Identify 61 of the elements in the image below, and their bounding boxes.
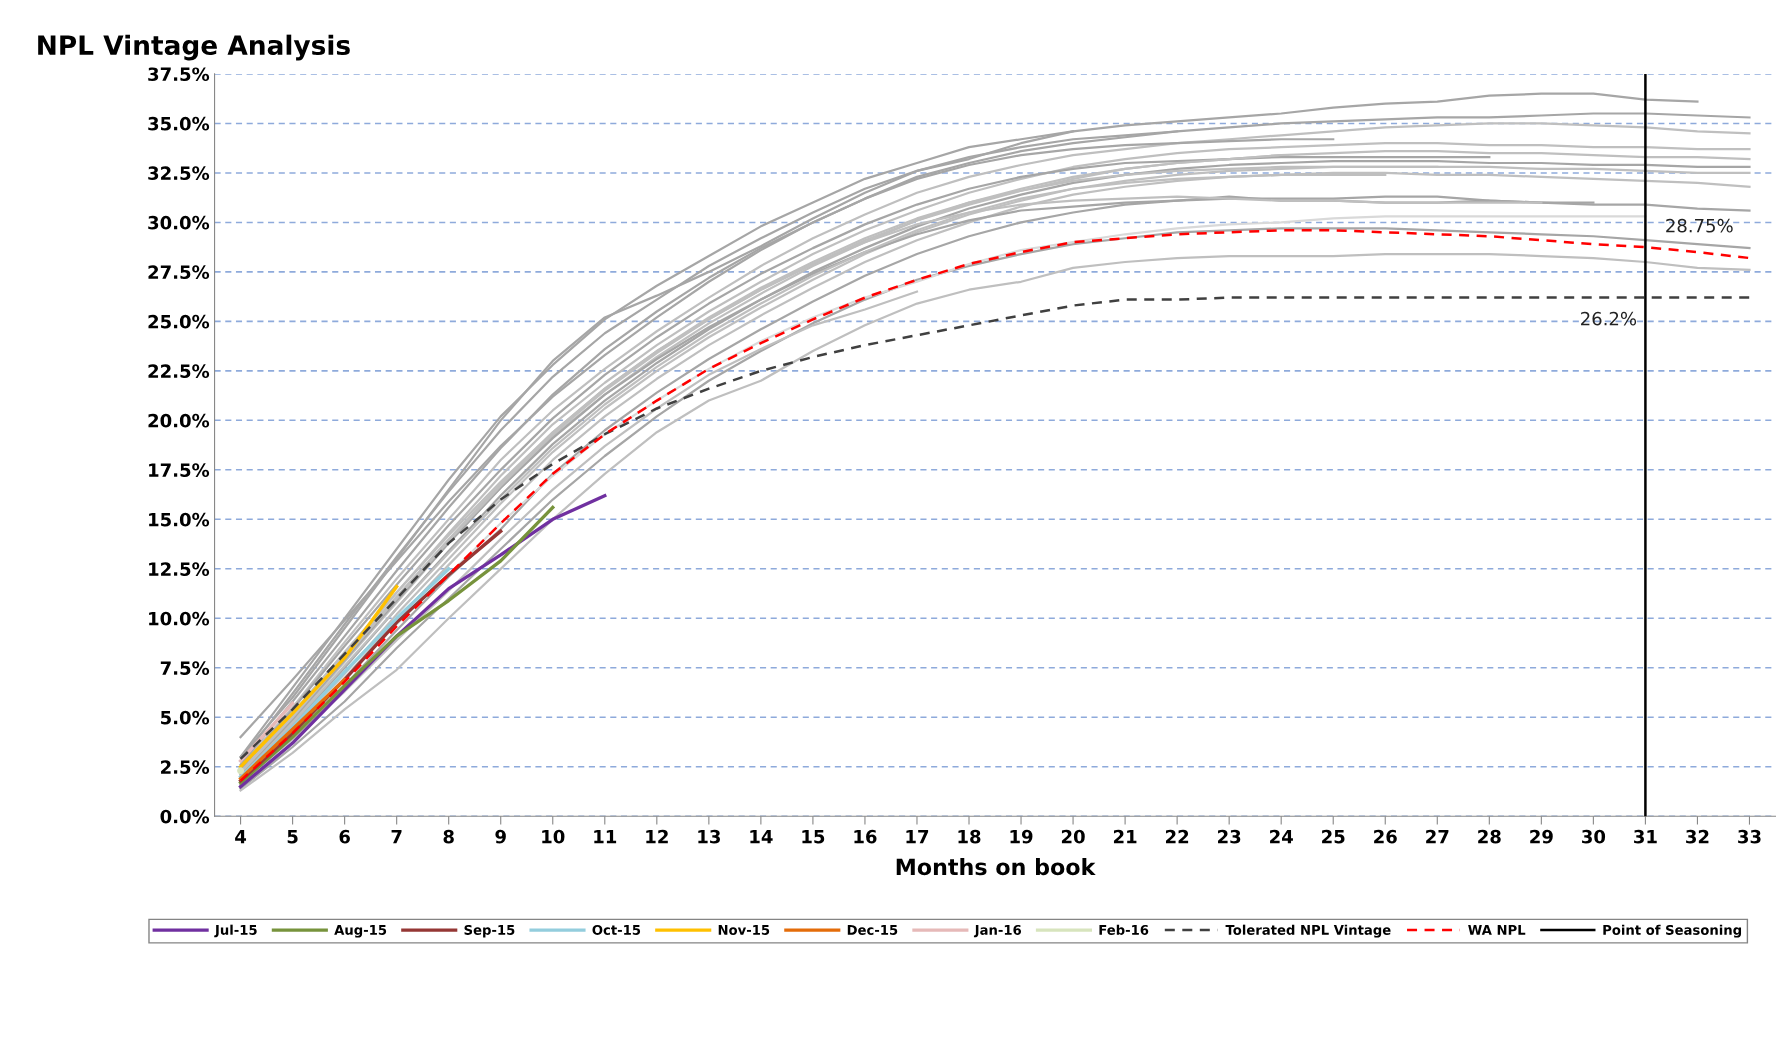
y-tick-label: 32.5% bbox=[148, 166, 210, 181]
y-tick-label: 25.0% bbox=[148, 314, 210, 329]
y-tick-label: 15.0% bbox=[149, 512, 210, 527]
legend-label: Jul-15 bbox=[214, 924, 257, 938]
x-axis-title: Months on book bbox=[896, 858, 1096, 876]
legend-label: Sep-15 bbox=[464, 924, 515, 938]
x-tick-label: 28 bbox=[1478, 829, 1501, 844]
y-tick-label: 2.5% bbox=[161, 760, 210, 774]
x-tick-label: 32 bbox=[1686, 829, 1709, 844]
y-tick-label: 12.5% bbox=[149, 562, 210, 576]
legend-label: Tolerated NPL Vintage bbox=[1225, 924, 1391, 938]
x-tick-label: 6 bbox=[339, 829, 350, 844]
x-tick-label: 10 bbox=[542, 829, 565, 844]
y-tick-label: 7.5% bbox=[160, 661, 210, 675]
x-tick-label: 8 bbox=[443, 829, 454, 844]
x-tick-label: 23 bbox=[1218, 829, 1241, 844]
x-tick-label: 7 bbox=[391, 830, 402, 844]
y-tick-label: 30.0% bbox=[148, 215, 210, 230]
x-tick-label: 33 bbox=[1738, 829, 1761, 844]
x-tick-label: 5 bbox=[287, 830, 298, 844]
x-tick-label: 17 bbox=[906, 830, 929, 844]
x-tick-label: 27 bbox=[1426, 829, 1449, 844]
x-tick-label: 22 bbox=[1165, 829, 1189, 844]
annotation: 28.75% bbox=[1666, 218, 1733, 233]
x-tick-label: 26 bbox=[1374, 829, 1397, 844]
legend-label: Aug-15 bbox=[334, 925, 387, 938]
legend-label: Point of Seasoning bbox=[1603, 924, 1742, 938]
x-tick-label: 14 bbox=[750, 830, 773, 844]
x-tick-label: 24 bbox=[1270, 829, 1293, 844]
y-tick-label: 17.5% bbox=[149, 463, 210, 477]
x-tick-label: 12 bbox=[646, 829, 668, 844]
legend-label: Dec-15 bbox=[847, 925, 898, 935]
x-tick-label: 30 bbox=[1582, 829, 1606, 844]
x-tick-label: 19 bbox=[1010, 829, 1033, 844]
legend-label: Oct-15 bbox=[592, 924, 641, 935]
y-tick-label: 35.0% bbox=[148, 116, 210, 131]
x-tick-label: 31 bbox=[1634, 829, 1657, 844]
y-tick-label: 5.0% bbox=[161, 710, 210, 725]
x-tick-label: 13 bbox=[698, 829, 720, 844]
y-tick-label: 20.0% bbox=[148, 413, 210, 428]
x-tick-label: 16 bbox=[854, 829, 877, 844]
x-tick-label: 20 bbox=[1061, 829, 1085, 844]
y-tick-label: 22.5% bbox=[148, 364, 210, 378]
x-tick-label: 9 bbox=[495, 829, 506, 844]
x-tick-label: 21 bbox=[1113, 829, 1137, 844]
x-tick-label: 29 bbox=[1530, 829, 1553, 844]
x-tick-label: 4 bbox=[235, 830, 247, 844]
x-tick-label: 18 bbox=[958, 829, 981, 844]
y-tick-label: 27.5% bbox=[148, 265, 210, 279]
chart-title: NPL Vintage Analysis bbox=[38, 34, 350, 61]
y-tick-label: 10.0% bbox=[149, 611, 210, 626]
x-tick-label: 15 bbox=[802, 830, 825, 844]
legend-label: WA NPL bbox=[1468, 925, 1526, 935]
legend-label: Feb-16 bbox=[1099, 924, 1149, 935]
x-tick-label: 25 bbox=[1322, 829, 1345, 844]
annotation: 26.2% bbox=[1581, 311, 1637, 326]
legend-label: Nov-15 bbox=[718, 925, 770, 935]
y-tick-label: 37.5% bbox=[148, 67, 210, 82]
legend-label: Jan-16 bbox=[973, 924, 1022, 938]
x-tick-label: 11 bbox=[594, 830, 617, 844]
y-tick-label: 0.0% bbox=[160, 809, 210, 824]
